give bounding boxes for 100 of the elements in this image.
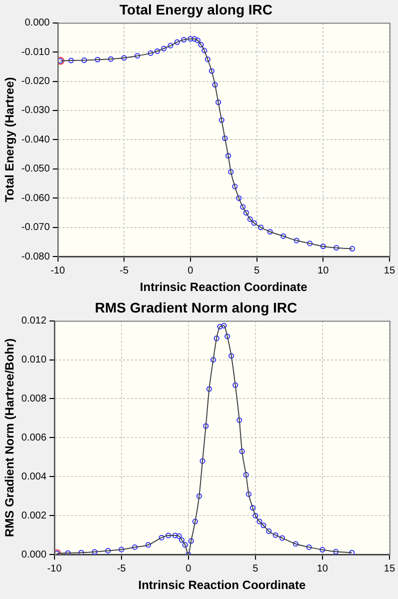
point xyxy=(196,493,202,499)
point xyxy=(208,68,214,74)
x-tick-label: 5 xyxy=(252,563,259,574)
point xyxy=(148,50,154,56)
point xyxy=(154,48,160,54)
y-tick-label: -0.010 xyxy=(21,46,50,58)
point xyxy=(349,550,355,555)
point xyxy=(266,528,272,534)
y-tick-label: 0.012 xyxy=(21,316,47,327)
point xyxy=(292,541,298,547)
point xyxy=(232,382,238,388)
x-tick-label: 10 xyxy=(318,265,330,276)
point xyxy=(176,533,182,539)
x-tick-label: 15 xyxy=(384,563,396,574)
point xyxy=(258,224,264,230)
x-tick-label: -10 xyxy=(50,265,66,276)
y-tick-label: -0.080 xyxy=(21,251,50,262)
point xyxy=(132,544,138,550)
y-tick-label: -0.040 xyxy=(21,134,50,146)
y-tick-label: -0.030 xyxy=(21,105,50,116)
point xyxy=(333,548,339,554)
point xyxy=(178,537,185,543)
y-tick-label: -0.070 xyxy=(21,222,50,234)
point xyxy=(192,518,198,524)
point xyxy=(94,56,100,62)
point xyxy=(251,220,257,226)
point xyxy=(65,550,71,555)
point xyxy=(221,322,227,328)
x-tick-label: 0 xyxy=(186,563,192,574)
y-axis-title: Total Energy (Hartree) xyxy=(2,77,17,202)
y-tick-label: 0.006 xyxy=(21,432,47,444)
point xyxy=(68,58,74,64)
x-axis-title: Intrinsic Reaction Coordinate xyxy=(140,280,308,294)
point xyxy=(188,36,194,42)
point xyxy=(228,353,234,359)
point xyxy=(198,42,204,48)
point xyxy=(166,532,172,538)
y-tick-label: 0.000 xyxy=(21,549,47,560)
x-tick-label: 15 xyxy=(384,265,396,276)
point xyxy=(252,512,258,518)
point xyxy=(260,522,266,528)
point xyxy=(202,48,208,54)
point xyxy=(188,538,194,544)
point xyxy=(210,356,216,363)
chart-title: RMS Gradient Norm along IRC xyxy=(94,299,298,316)
point xyxy=(225,152,232,159)
point xyxy=(172,532,178,538)
point xyxy=(267,228,273,235)
point xyxy=(279,535,286,541)
point xyxy=(206,386,212,392)
y-tick-label: 0.004 xyxy=(21,471,47,482)
y-tick-label: 0.000 xyxy=(24,18,50,29)
point xyxy=(272,532,278,538)
point xyxy=(180,36,187,43)
point xyxy=(240,204,246,210)
point xyxy=(214,336,220,342)
point xyxy=(256,518,262,524)
point xyxy=(194,38,201,44)
point xyxy=(320,546,326,553)
point xyxy=(105,548,111,554)
point xyxy=(250,505,256,511)
x-tick-label: -5 xyxy=(116,563,126,574)
y-tick-label: -0.020 xyxy=(21,76,50,87)
point xyxy=(121,55,127,61)
point xyxy=(215,99,222,106)
point xyxy=(306,544,312,550)
point xyxy=(294,238,300,244)
y-axis-title: RMS Gradient Norm (Hartree/Bohr) xyxy=(2,338,17,538)
point xyxy=(334,245,340,251)
point xyxy=(217,324,223,330)
point xyxy=(204,56,210,62)
point xyxy=(320,244,326,250)
x-axis-title: Intrinsic Reaction Coordinate xyxy=(138,578,306,592)
point xyxy=(174,39,180,45)
point xyxy=(236,417,242,423)
point xyxy=(182,542,188,548)
chart-title: Total Energy along IRC xyxy=(120,1,272,18)
point xyxy=(218,117,224,123)
point xyxy=(200,458,206,464)
point xyxy=(228,169,234,175)
x-tick-label: -5 xyxy=(120,265,129,276)
point xyxy=(81,57,88,64)
y-tick-label: 0.008 xyxy=(21,393,47,404)
point xyxy=(280,233,286,239)
point xyxy=(236,195,242,201)
point xyxy=(232,184,238,190)
point xyxy=(134,53,140,59)
y-tick-label: 0.002 xyxy=(21,510,47,522)
point xyxy=(243,210,249,216)
point xyxy=(92,549,98,555)
point xyxy=(168,42,174,48)
point xyxy=(212,82,218,88)
x-tick-label: 0 xyxy=(188,265,194,276)
point xyxy=(243,472,249,478)
y-tick-label: -0.050 xyxy=(21,164,50,175)
point xyxy=(349,246,356,252)
point xyxy=(118,546,124,552)
point xyxy=(246,491,252,497)
point xyxy=(161,46,167,52)
x-tick-label: 5 xyxy=(254,265,260,276)
